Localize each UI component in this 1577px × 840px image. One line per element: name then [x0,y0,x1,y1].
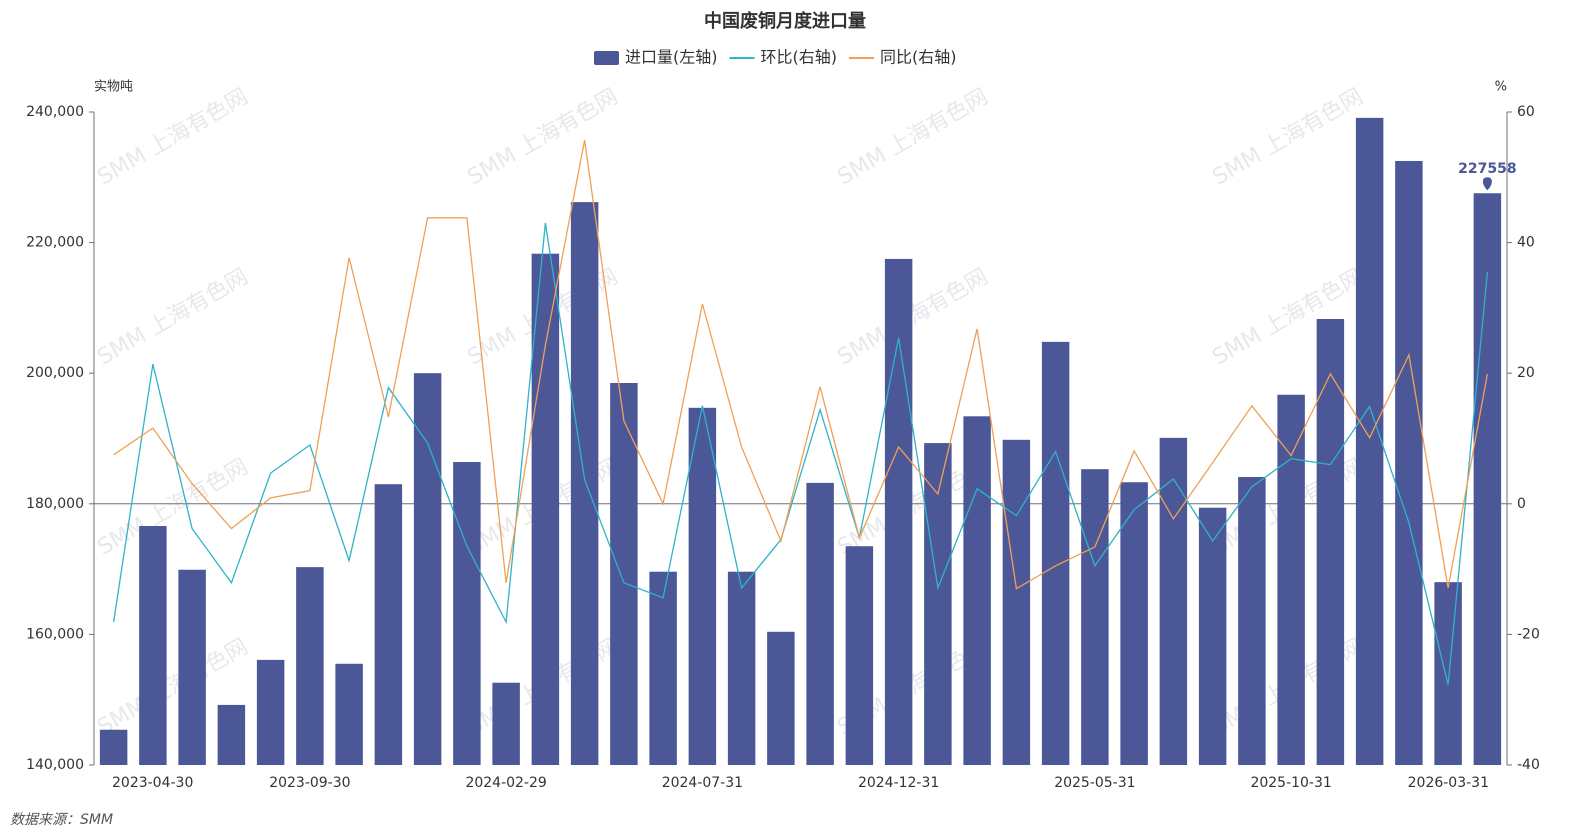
bar [256,659,285,765]
watermark: SMM 上海有色网 [834,84,993,190]
watermark: SMM 上海有色网 [94,264,253,370]
bar [845,546,874,765]
bar [1081,469,1109,765]
y2-tick-label: 60 [1517,104,1535,120]
bar [492,682,520,765]
bar [1473,193,1502,765]
y-tick-label: 180,000 [26,496,84,512]
y-tick-label: 200,000 [26,365,84,381]
line-series [112,222,1489,685]
y-tick-label: 160,000 [26,626,84,642]
bar [1002,439,1031,765]
bar [217,704,246,765]
bar [767,631,795,765]
x-tick-label: 2024-12-31 [858,775,939,791]
x-tick-label: 2025-10-31 [1250,775,1331,791]
bar [884,258,913,765]
bar [688,407,717,765]
watermark: SMM 上海有色网 [94,454,253,560]
x-tick-label: 2023-09-30 [269,775,350,791]
bar [99,729,128,765]
y-tick-label: 220,000 [26,235,84,251]
x-tick-label: 2024-02-29 [465,775,546,791]
legend-label: 进口量(左轴) [625,48,718,67]
legend-label: 同比(右轴) [880,48,957,67]
bar [727,571,756,765]
bar [610,382,638,765]
bar [374,484,403,765]
y2-tick-label: 0 [1517,496,1526,512]
y2-tick-label: -20 [1517,626,1540,642]
bar [531,253,560,766]
bar [335,663,363,765]
bar [924,443,952,765]
bar [1395,160,1423,766]
y2-tick-label: 20 [1517,365,1535,381]
legend: 进口量(左轴) 环比(右轴) 同比(右轴) [594,48,957,67]
x-tick-label: 2025-05-31 [1054,775,1135,791]
watermark: SMM 上海有色网 [464,84,623,190]
bar [453,462,481,765]
y2-tick-label: -40 [1517,757,1540,773]
mark-point-pin [1482,177,1492,191]
y-tick-label: 240,000 [26,104,84,120]
bar [649,571,677,765]
bar [963,416,991,765]
x-tick-label: 2026-03-31 [1408,775,1489,791]
bar [413,373,442,765]
bar [1277,394,1305,765]
watermark: SMM 上海有色网 [834,264,993,370]
x-tick-label: 2024-07-31 [662,775,743,791]
source-note: 数据来源：SMM [10,812,113,828]
bar [139,526,167,765]
bar [1355,117,1384,765]
line-series [113,139,1489,590]
y-tick-label: 140,000 [26,757,84,773]
chart-title: 中国废铜月度进口量 [704,10,866,32]
y2-axis-label: % [1495,80,1507,95]
y2-tick-label: 40 [1517,235,1535,251]
watermark: SMM 上海有色网 [1209,84,1368,190]
bar [1041,341,1070,765]
mark-point-label: 227558 [1458,161,1516,177]
bar [1120,482,1148,765]
bar [1198,507,1227,765]
bar [570,202,599,765]
watermark: SMM 上海有色网 [94,84,253,190]
x-tick-label: 2023-04-30 [112,775,193,791]
y-axis-label: 实物吨 [94,80,133,95]
bar [1238,477,1266,765]
legend-swatch [594,51,619,65]
bar [178,569,206,765]
bar [1434,582,1462,765]
legend-label: 环比(右轴) [761,48,838,67]
bar [1316,319,1345,765]
bar [806,482,834,765]
bar [296,567,324,765]
